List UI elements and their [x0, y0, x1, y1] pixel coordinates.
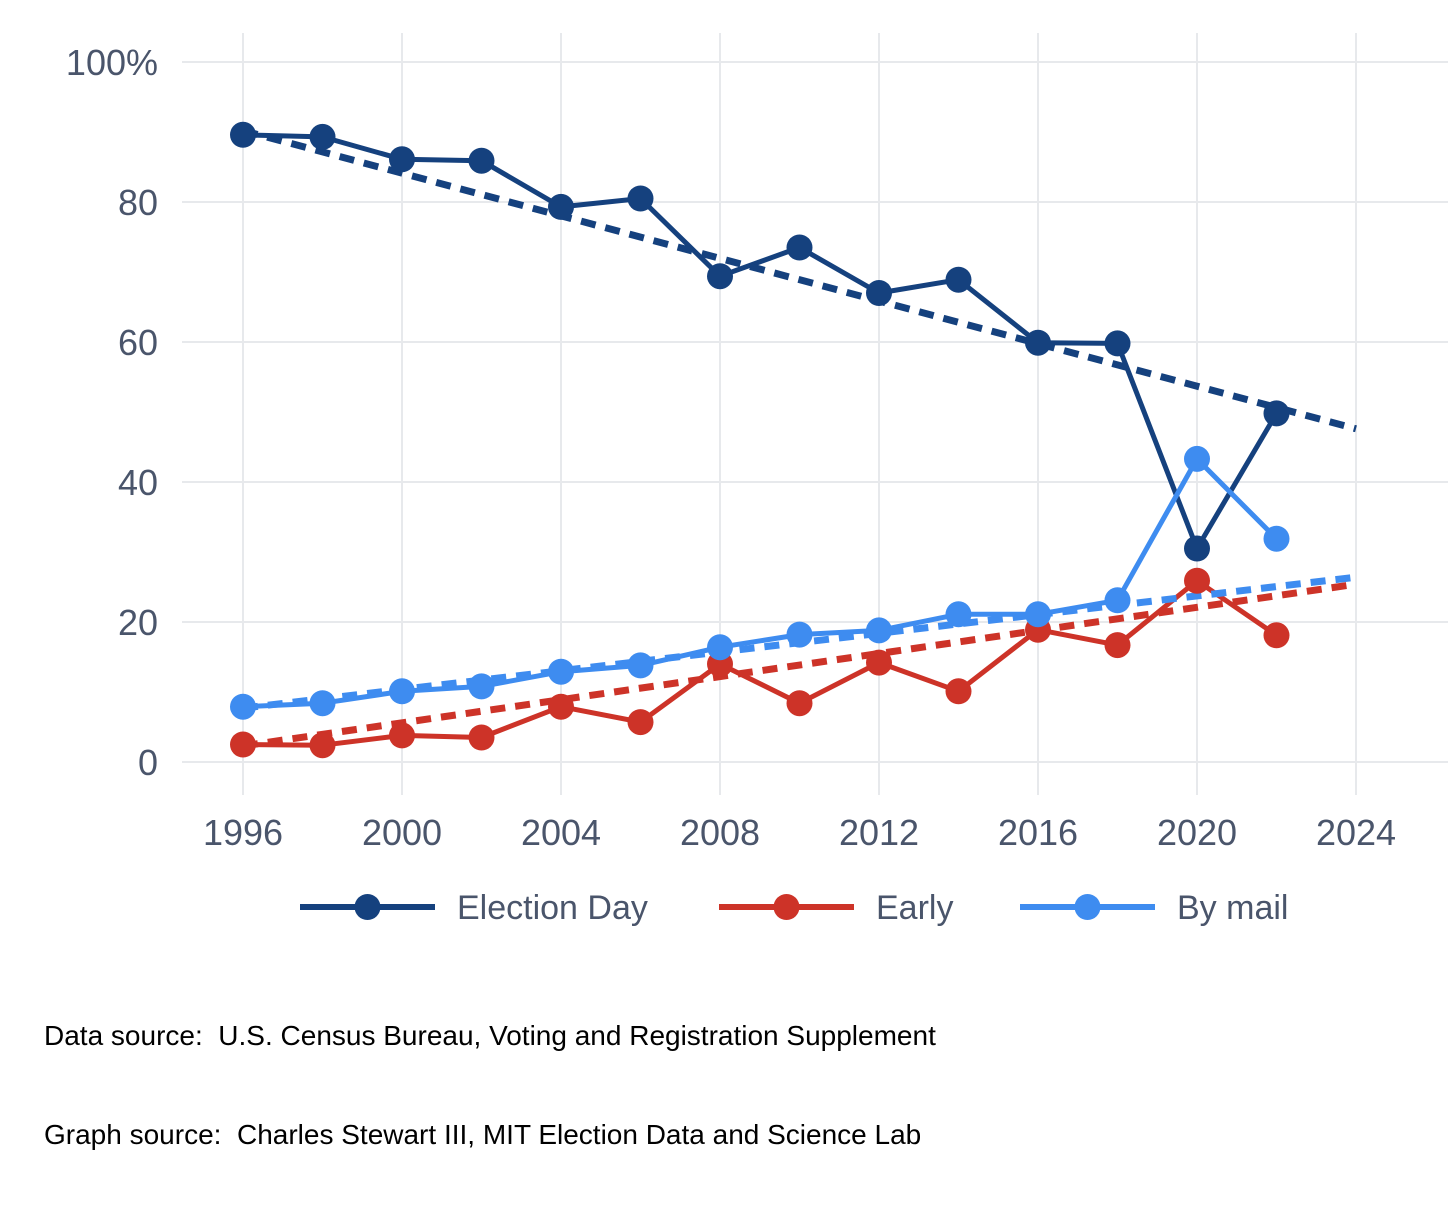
y-tick-label: 60: [118, 322, 158, 363]
series-line: [240, 456, 1279, 710]
legend-dot-swatch: [1074, 894, 1101, 920]
data-point: [548, 193, 574, 220]
series-line: [240, 578, 1279, 748]
data-point: [786, 690, 813, 717]
data-point: [389, 146, 415, 173]
data-point: [945, 266, 972, 293]
data-point: [627, 652, 654, 679]
data-source-note: Data source: U.S. Census Bureau, Voting …: [44, 1020, 936, 1051]
x-tick-label: 2016: [998, 812, 1078, 853]
data-point: [707, 634, 733, 661]
data-point: [1104, 330, 1131, 357]
data-point: [866, 617, 892, 644]
y-tick-label: 40: [118, 462, 158, 503]
legend-item: Early: [719, 889, 953, 927]
y-tick-label: 20: [118, 602, 158, 643]
legend-item: Election Day: [300, 889, 648, 927]
data-point: [309, 123, 336, 150]
data-point: [548, 693, 574, 720]
legend-label: Early: [876, 889, 953, 927]
data-point: [1263, 525, 1290, 552]
x-tick-label: 2012: [839, 812, 919, 853]
data-point: [309, 690, 336, 717]
gridlines: [182, 33, 1448, 795]
data-point: [309, 732, 336, 759]
legend-label: Election Day: [457, 889, 648, 927]
data-point: [389, 678, 415, 705]
trend-line: [242, 127, 1357, 433]
y-tick-label: 0: [138, 742, 158, 783]
data-point: [866, 649, 892, 676]
data-point: [230, 693, 256, 720]
data-point: [627, 185, 654, 212]
data-point: [1184, 445, 1210, 472]
series-line: [240, 132, 1279, 551]
y-tick-label: 80: [118, 182, 158, 223]
footer-source-notes: Data source: U.S. Census Bureau, Voting …: [44, 953, 936, 1217]
data-point: [468, 724, 495, 751]
data-point: [866, 280, 892, 306]
data-point: [945, 601, 972, 628]
data-point: [1184, 567, 1210, 594]
graph-source-note: Graph source: Charles Stewart III, MIT E…: [44, 1119, 922, 1150]
legend-label: By mail: [1177, 889, 1288, 927]
y-tick-label: 100%: [66, 42, 158, 83]
data-point: [230, 121, 256, 148]
data-point: [945, 678, 972, 705]
x-axis-tick-labels: 1996 2000 2004 2008 2012 2016 2020 2024: [203, 812, 1396, 853]
x-tick-label: 2020: [1157, 812, 1237, 853]
data-point: [468, 673, 495, 700]
x-tick-label: 2000: [362, 812, 442, 853]
data-point: [707, 263, 733, 290]
x-tick-label: 2008: [680, 812, 760, 853]
series-data-points: [230, 121, 1290, 759]
trend-line: [242, 580, 1357, 750]
data-point: [468, 147, 495, 174]
data-point: [786, 621, 813, 648]
data-point: [1025, 601, 1051, 628]
legend: Election Day Early By mail: [300, 889, 1288, 927]
y-axis-tick-labels: 0 20 40 60 80 100%: [66, 42, 158, 783]
chart-figure: 0 20 40 60 80 100% 1996 2000 2004 2008 2012 2016 20…: [44, 33, 1448, 1150]
data-point: [1104, 632, 1131, 659]
data-point: [230, 731, 256, 758]
x-tick-label: 2004: [521, 812, 601, 853]
data-point: [1025, 329, 1051, 356]
legend-dot-swatch: [773, 894, 800, 920]
data-point: [1263, 400, 1290, 427]
x-tick-label: 1996: [203, 812, 283, 853]
legend-item: By mail: [1020, 889, 1288, 927]
data-point: [1263, 622, 1290, 649]
x-tick-label: 2024: [1316, 812, 1396, 853]
data-point: [1104, 587, 1131, 614]
series-solid-lines: [240, 132, 1279, 748]
legend-dot-swatch: [354, 894, 381, 920]
series-trend-lines: [242, 127, 1357, 750]
voting-mode-line-chart: 0 20 40 60 80 100% 1996 2000 2004 2008 2012 2016 20…: [66, 33, 1448, 927]
data-point: [786, 234, 813, 261]
data-point: [548, 658, 574, 685]
data-point: [389, 722, 415, 749]
data-point: [627, 709, 654, 736]
data-point: [1184, 535, 1210, 562]
